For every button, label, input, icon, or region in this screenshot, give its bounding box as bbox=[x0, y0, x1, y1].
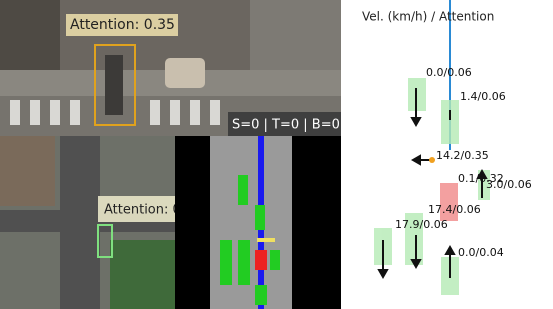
agent-label: 17.4/0.06 bbox=[428, 203, 481, 216]
screen: Attention: 0.35 Attention: 0.06 S=0 | T=… bbox=[0, 0, 553, 309]
bev-view: S=0 | T=0 | B=0 bbox=[175, 112, 341, 309]
panel-title: Vel. (km/h) / Attention bbox=[362, 10, 494, 24]
agent-label: 3.0/0.06 bbox=[486, 178, 532, 191]
pedestrian bbox=[105, 55, 123, 115]
agent-label: 1.4/0.06 bbox=[460, 90, 506, 103]
agent-label: 0.0/0.04 bbox=[458, 246, 504, 259]
attention-label: Attention: 0.35 bbox=[70, 17, 175, 33]
car bbox=[165, 58, 205, 88]
agent-label: 17.9/0.06 bbox=[395, 218, 448, 231]
agent-label: 14.2/0.35 bbox=[436, 149, 489, 162]
attention-panel: Vel. (km/h) / Attention 0.0/0.06 1.4/0.0… bbox=[343, 0, 553, 309]
agent-label: 0.0/0.06 bbox=[426, 66, 472, 79]
status-label: S=0 | T=0 | B=0 bbox=[232, 118, 340, 133]
